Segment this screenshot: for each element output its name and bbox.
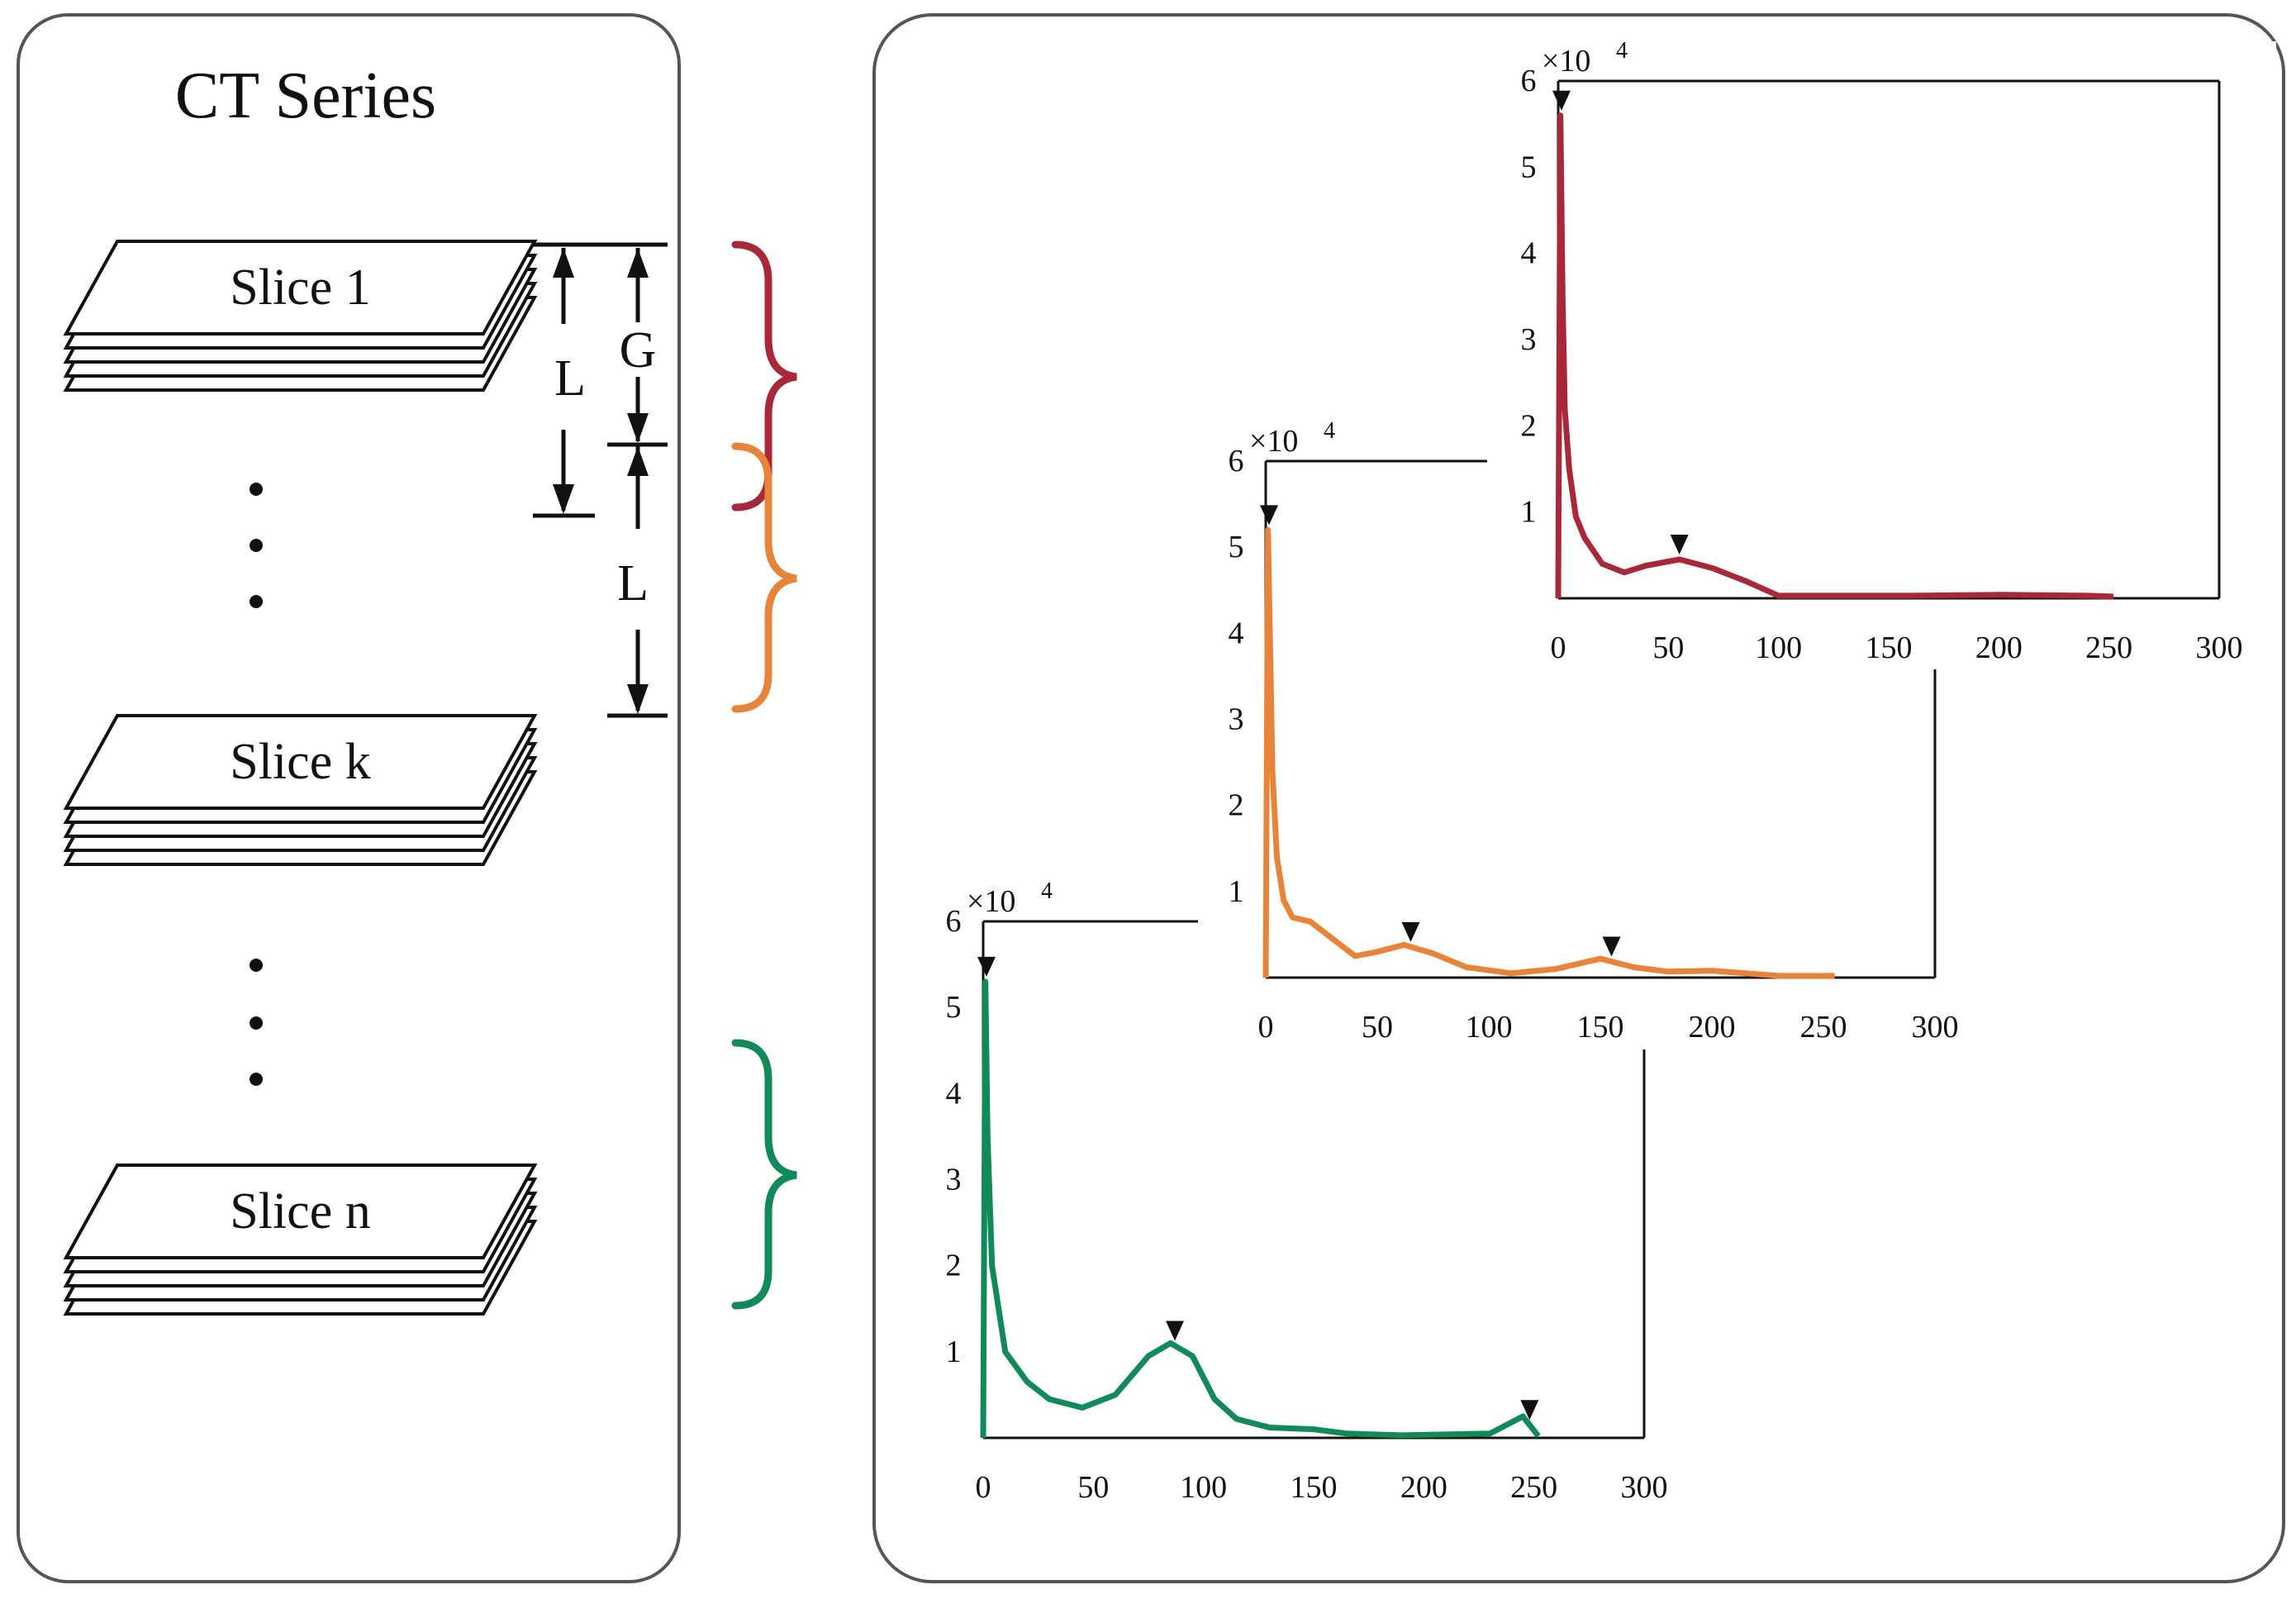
brace-group-3 <box>731 1039 797 1310</box>
ct-series-panel: CT Series Slice 1 Slice k Slice n <box>17 13 681 1583</box>
ellipsis-dots-upper <box>250 483 263 608</box>
x-tick-label: 0 <box>976 1470 991 1505</box>
peak-marker <box>1260 505 1278 526</box>
peak-marker <box>1166 1321 1184 1341</box>
slice-stack-1: Slice 1 <box>63 240 538 392</box>
dimension-markers <box>533 242 668 718</box>
slice-sheet <box>63 714 538 810</box>
y-tick-label: 1 <box>1229 874 1244 909</box>
chart-background <box>1487 41 2276 669</box>
slice-label: Slice k <box>230 734 370 790</box>
peak-marker <box>1552 90 1571 111</box>
y-tick-label: 5 <box>1229 530 1244 564</box>
y-tick-label: 4 <box>1229 616 1244 650</box>
ct-series-title: CT Series <box>175 59 436 132</box>
y-tick-label: 2 <box>1229 788 1244 823</box>
slice-sheet <box>63 1164 538 1259</box>
y-tick-label: 1 <box>1521 495 1537 530</box>
x-tick-label: 50 <box>1077 1470 1109 1505</box>
x-tick-label: 100 <box>1466 1010 1513 1045</box>
y-multiplier-exponent: 4 <box>1324 418 1335 444</box>
peak-marker <box>1602 936 1621 957</box>
y-multiplier-label: ×10 <box>1249 424 1298 459</box>
x-tick-label: 0 <box>1258 1010 1274 1045</box>
histogram-series-line <box>1262 526 1835 979</box>
x-tick-label: 0 <box>1551 631 1566 665</box>
slice-label: Slice n <box>230 1183 370 1240</box>
x-tick-label: 300 <box>1621 1470 1668 1505</box>
x-tick-label: 300 <box>2196 631 2243 665</box>
y-multiplier-exponent: 4 <box>1041 878 1053 904</box>
brace-group-2 <box>731 442 797 713</box>
group-braces <box>731 240 797 1310</box>
x-tick-label: 200 <box>1400 1470 1447 1505</box>
x-tick-label: 200 <box>1689 1010 1736 1045</box>
histogram-panel-frame <box>872 13 2285 1583</box>
histogram-chart-1: 1 2 3 4 5 6 0 50 100 150 200 250 300 ×10 4 <box>1487 38 2276 669</box>
y-tick-label: 6 <box>946 904 962 939</box>
y-tick-label: 1 <box>946 1335 962 1369</box>
x-tick-label: 100 <box>1180 1470 1227 1505</box>
slice-sheet <box>63 240 538 336</box>
y-tick-label: 6 <box>1229 444 1244 478</box>
y-tick-label: 3 <box>946 1163 962 1197</box>
x-tick-label: 150 <box>1577 1010 1624 1045</box>
ct-series-frame <box>17 13 681 1583</box>
y-tick-label: 2 <box>1521 408 1537 443</box>
x-tick-label: 300 <box>1912 1010 1959 1045</box>
x-tick-label: 250 <box>2085 631 2132 665</box>
peak-marker <box>977 956 996 977</box>
y-multiplier-label: ×10 <box>1542 44 1590 79</box>
peak-marker <box>1520 1400 1539 1421</box>
y-tick-label: 5 <box>946 990 962 1025</box>
x-tick-label: 100 <box>1755 631 1802 665</box>
y-tick-label: 2 <box>946 1249 962 1283</box>
y-tick-label: 4 <box>1521 236 1537 271</box>
x-tick-label: 50 <box>1362 1010 1393 1045</box>
gap-label: G <box>620 322 657 378</box>
y-multiplier-exponent: 4 <box>1616 38 1628 64</box>
peak-marker <box>1401 921 1420 942</box>
y-tick-label: 6 <box>1521 64 1537 98</box>
x-tick-label: 250 <box>1510 1470 1557 1505</box>
y-tick-label: 3 <box>1229 702 1244 737</box>
window-length-label-2: L <box>617 555 649 612</box>
y-tick-label: 5 <box>1521 150 1537 184</box>
y-tick-label: 4 <box>946 1076 962 1111</box>
slice-stack-k: Slice k <box>63 714 538 866</box>
peak-marker <box>1670 535 1689 555</box>
slice-stack-n: Slice n <box>63 1164 538 1316</box>
y-multiplier-label: ×10 <box>967 884 1015 919</box>
x-tick-label: 150 <box>1866 631 1913 665</box>
x-tick-label: 150 <box>1291 1470 1338 1505</box>
x-tick-label: 250 <box>1800 1010 1847 1045</box>
window-length-label: L <box>554 350 586 407</box>
y-tick-label: 3 <box>1521 322 1537 357</box>
slice-label: Slice 1 <box>230 259 370 316</box>
x-tick-label: 50 <box>1652 631 1684 665</box>
ellipsis-dots-lower <box>250 959 263 1086</box>
histogram-series-line <box>1555 112 2114 600</box>
x-tick-label: 200 <box>1975 631 2023 665</box>
histogram-series-line <box>980 978 1541 1439</box>
